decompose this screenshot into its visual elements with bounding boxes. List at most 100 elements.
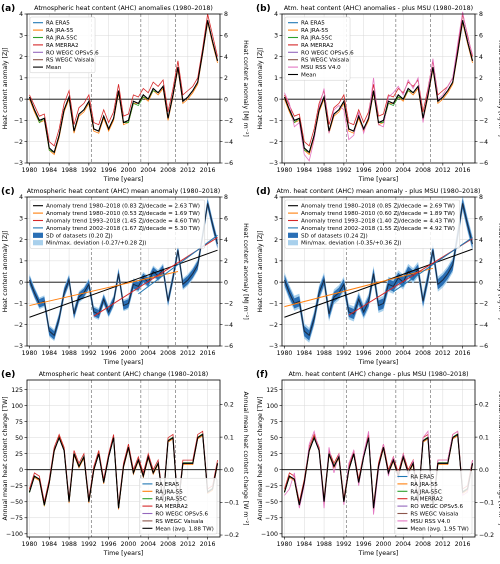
- y-tick-label: −1: [269, 301, 278, 308]
- x-tick-label: 1988: [61, 541, 77, 548]
- y2-axis-label: Heat content anomaly [MJ m⁻²]: [242, 40, 249, 137]
- series-line: [284, 13, 473, 147]
- y2-tick-label: 2: [479, 258, 483, 265]
- legend-label: Mean: [46, 65, 62, 71]
- y2-tick-label: −0.1: [224, 500, 239, 507]
- chart-title: Atmospheric heat content (AHC) anomalies…: [34, 5, 213, 12]
- x-tick-label: 2012: [180, 541, 196, 548]
- panel-a: (a) Atmospheric heat content (AHC) anomal…: [1, 4, 249, 183]
- chart-title: Atm. heat content (AHC) anomalies - plus…: [284, 5, 473, 12]
- y-tick-label: 4: [274, 11, 278, 18]
- y2-tick-label: 2: [224, 75, 228, 82]
- legend-label: MSU RSS V4.0: [410, 519, 450, 525]
- x-tick-label: 2012: [435, 167, 451, 174]
- panel-label: (a): [1, 4, 15, 14]
- y-tick-label: 125: [11, 387, 23, 394]
- x-tick-label: 1984: [41, 167, 57, 174]
- x-tick-label: 1980: [22, 167, 38, 174]
- mean-line: [284, 203, 474, 337]
- y2-tick-label: −6: [479, 343, 488, 350]
- y2-axis-label: Annual mean heat content change [W m⁻²]: [497, 392, 500, 526]
- y2-axis-label: Heat content anomaly [MJ m⁻²]: [497, 223, 500, 320]
- x-tick-label: 1992: [336, 350, 352, 357]
- x-tick-label: 2004: [140, 167, 156, 174]
- y-tick-label: 3: [19, 215, 23, 222]
- x-tick-label: 1980: [22, 541, 38, 548]
- x-tick-label: 2012: [180, 350, 196, 357]
- legend-label: RO WEGC OPSv5.6: [155, 512, 208, 518]
- x-tick-label: 1988: [316, 541, 332, 548]
- legend-label: Mean (avg. 1.95 TW): [410, 526, 468, 532]
- x-tick-label: 1992: [81, 350, 97, 357]
- y2-tick-label: 4: [479, 237, 483, 244]
- y-tick-label: 50: [270, 435, 278, 442]
- panel-label: (d): [256, 187, 271, 197]
- plot-frame: [26, 13, 221, 164]
- y2-tick-label: 0.2: [479, 402, 489, 409]
- legend-label: RS WEGC Vaisala: [301, 58, 349, 64]
- y-tick-label: 1: [274, 75, 278, 82]
- plot-frame: [281, 13, 476, 164]
- x-tick-label: 2016: [455, 167, 471, 174]
- x-tick-label: 2008: [415, 541, 431, 548]
- x-tick-label: 1984: [41, 350, 57, 357]
- legend-swatch: [33, 232, 43, 238]
- legend-label: RA JRA-55: [155, 489, 183, 495]
- x-tick-label: 2016: [200, 541, 216, 548]
- y-tick-label: 0: [274, 96, 278, 103]
- x-tick-label: 1988: [61, 350, 77, 357]
- y-tick-label: 0: [19, 96, 23, 103]
- legend-box: [394, 470, 473, 535]
- plot-frame: [26, 379, 221, 538]
- y-axis-label: Heat content anomaly [ZJ]: [2, 231, 9, 313]
- y-tick-label: 75: [15, 419, 23, 426]
- y-tick-label: 0: [19, 279, 23, 286]
- legend-label: RA ERA5: [46, 21, 70, 27]
- legend-label: Anomaly trend 2002–2018 (1.55 ZJ/decade …: [301, 226, 455, 232]
- y2-axis-label: Heat content anomaly [MJ m⁻²]: [242, 223, 249, 320]
- y2-tick-label: 0.0: [224, 467, 234, 474]
- x-tick-label: 1992: [336, 167, 352, 174]
- y-tick-label: −75: [10, 515, 23, 522]
- chart-title: Atmospheric heat content (AHC) mean anom…: [27, 188, 220, 195]
- y-tick-label: −1: [269, 118, 278, 125]
- x-tick-label: 1988: [61, 167, 77, 174]
- x-tick-label: 2000: [121, 541, 137, 548]
- y2-tick-label: 2: [479, 75, 483, 82]
- legend-label: RO WEGC OPSv5.6: [301, 50, 354, 56]
- y-tick-label: −3: [269, 343, 278, 350]
- y2-tick-label: 4: [224, 237, 228, 244]
- legend-box: [139, 477, 218, 535]
- legend: Anomaly trend 1980–2018 (0.83 ZJ/decade …: [29, 199, 206, 249]
- y-tick-label: −25: [265, 483, 278, 490]
- y-tick-label: 3: [274, 215, 278, 222]
- y2-tick-label: −2: [224, 118, 233, 125]
- x-tick-label: 1988: [316, 167, 332, 174]
- legend-label: RA ERA5: [155, 482, 179, 488]
- x-axis-label: Time [years]: [358, 176, 399, 183]
- legend-label: Min/max. deviation (-0.27/+0.28 ZJ): [46, 241, 146, 247]
- legend: Anomaly trend 1980–2018 (0.85 ZJ/decade …: [284, 199, 461, 249]
- y-tick-label: 1: [274, 258, 278, 265]
- series-line: [29, 13, 218, 147]
- panel-label: (e): [1, 370, 15, 380]
- x-tick-label: 1992: [81, 167, 97, 174]
- legend-box: [284, 16, 351, 81]
- legend-label: RO WEGC OPSv5.6: [46, 50, 99, 56]
- chart-title: Atm. heat content (AHC) change - plus MS…: [288, 371, 468, 378]
- x-tick-label: 2008: [160, 167, 176, 174]
- y-tick-label: 25: [15, 451, 23, 458]
- y2-tick-label: −6: [479, 160, 488, 167]
- y2-tick-label: 6: [224, 215, 228, 222]
- y2-tick-label: −2: [479, 301, 488, 308]
- x-tick-label: 1996: [356, 541, 372, 548]
- legend-label: Anomaly trend 1980–2018 (0.83 ZJ/decade …: [46, 204, 200, 210]
- y-tick-label: −50: [265, 499, 278, 506]
- y-tick-label: 75: [270, 419, 278, 426]
- legend-label: RA JRA-55C: [155, 497, 186, 503]
- y-tick-label: 2: [19, 54, 23, 61]
- legend-label: Anomaly trend 1980–2010 (0.60 ZJ/decade …: [301, 211, 455, 217]
